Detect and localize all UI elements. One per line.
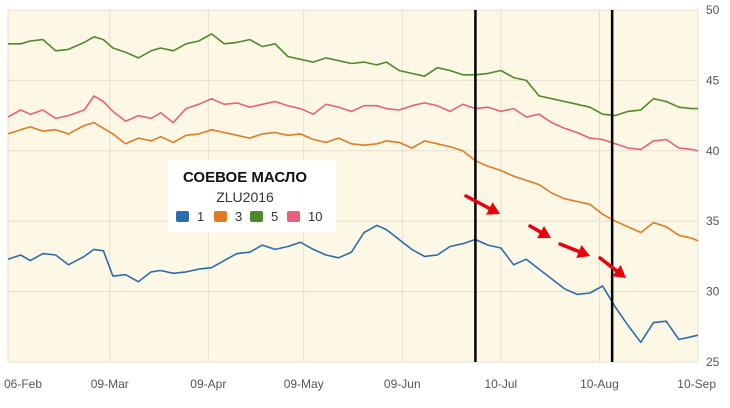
legend-label-3: 3: [235, 209, 242, 224]
y-tick-label: 35: [706, 214, 720, 228]
x-tick-label: 09-Mar: [91, 377, 129, 391]
trend-arrow-shaft: [558, 242, 581, 254]
y-tick-label: 50: [706, 3, 720, 17]
x-tick-label: 10-Aug: [580, 377, 619, 391]
x-tick-label: 06-Feb: [4, 377, 42, 391]
y-axis-ticks: 25 30 35 40 45 50: [706, 3, 720, 369]
y-tick-label: 45: [706, 73, 720, 87]
y-tick-label: 40: [706, 144, 720, 158]
legend-label-5: 5: [271, 209, 278, 224]
trend-arrow-head: [537, 225, 551, 239]
trend-arrow-shaft: [528, 224, 543, 234]
y-tick-label: 25: [706, 355, 720, 369]
annotations: [464, 10, 626, 362]
x-tick-label: 10-Sep: [677, 377, 716, 391]
legend-label-10: 10: [308, 209, 322, 224]
legend-items: 1 3 5 10: [176, 209, 322, 224]
trend-arrow-shaft: [464, 194, 492, 211]
series-lines: [7, 33, 699, 344]
plot-area: [8, 10, 698, 362]
legend-swatch-1: [176, 211, 189, 222]
y-tick-label: 30: [706, 285, 720, 299]
legend-label-1: 1: [197, 209, 204, 224]
x-tick-label: 09-Jun: [384, 377, 421, 391]
legend-swatch-3: [214, 211, 227, 222]
legend-swatch-10: [287, 211, 300, 222]
chart-title: СОЕВОЕ МАСЛО: [183, 169, 307, 186]
series-line-3: [7, 121, 699, 242]
x-tick-label: 09-Apr: [190, 377, 226, 391]
x-tick-label: 09-May: [284, 377, 324, 391]
series-line-1: [7, 224, 699, 344]
trend-arrow-head: [612, 265, 626, 278]
trend-arrow-head: [576, 245, 590, 259]
trend-arrow-head: [486, 202, 500, 215]
legend-swatch-5: [250, 211, 263, 222]
series-line-10: [7, 95, 699, 152]
trend-arrow-shaft: [598, 256, 619, 273]
legend: СОЕВОЕ МАСЛО ZLU2016 1 3 5 10: [168, 160, 336, 232]
chart-subtitle: ZLU2016: [216, 189, 274, 205]
series-line-5: [8, 33, 698, 117]
x-axis-ticks: 06-Feb 09-Mar 09-Apr 09-May 09-Jun 10-Jul 10-A…: [4, 377, 716, 391]
x-tick-label: 10-Jul: [485, 377, 518, 391]
